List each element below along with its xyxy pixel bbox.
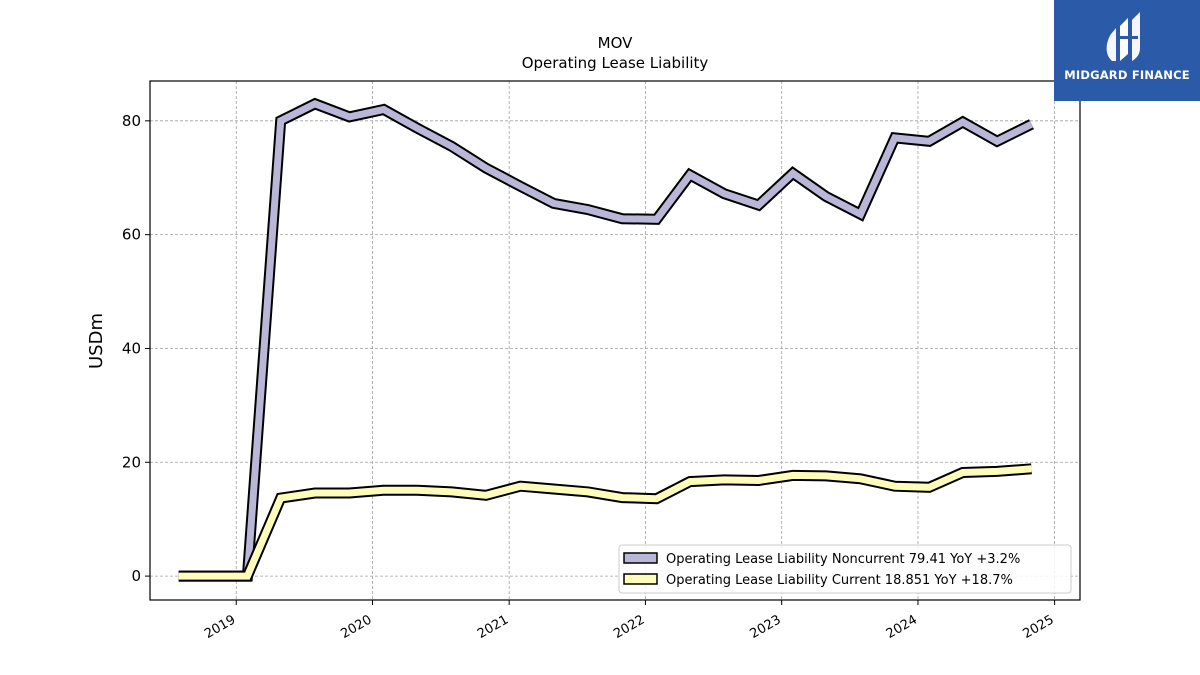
x-tick-label: 2022 [611, 612, 647, 642]
x-tick-label: 2025 [1020, 612, 1056, 642]
x-tick-label: 2020 [338, 612, 374, 642]
y-tick-label: 0 [131, 567, 141, 585]
series-line-outline [178, 97, 1034, 582]
y-axis: 0 20 40 60 80 [122, 112, 150, 585]
series-line [178, 99, 1034, 580]
midgard-logo-icon [1106, 12, 1140, 61]
x-axis: 2019 2020 2021 2022 2023 2024 2025 [202, 600, 1057, 642]
y-tick-label: 40 [122, 339, 141, 357]
legend-swatch [623, 552, 658, 564]
x-tick-label: 2019 [202, 612, 238, 642]
chart-subtitle: Operating Lease Liability [522, 54, 709, 72]
legend-swatch [623, 573, 658, 585]
legend-box [618, 544, 1072, 594]
brand-name: MIDGARD FINANCE [1064, 68, 1190, 82]
y-tick-label: 60 [122, 226, 141, 244]
plot-frame [149, 80, 1081, 601]
legend-label: Operating Lease Liability Noncurrent 79.… [666, 552, 1020, 567]
y-tick-label: 80 [122, 112, 141, 130]
gridlines [150, 81, 1080, 600]
brand-logo: MIDGARD FINANCE [1054, 0, 1200, 101]
y-tick-label: 20 [122, 453, 141, 471]
legend: Operating Lease Liability Noncurrent 79.… [618, 544, 1072, 594]
x-tick-label: 2021 [475, 612, 511, 642]
x-tick-label: 2023 [748, 612, 784, 642]
y-axis-label: USDm [86, 313, 107, 369]
legend-label: Operating Lease Liability Current 18.851… [666, 573, 1013, 588]
x-tick-label: 2024 [884, 612, 920, 642]
series-layer [178, 97, 1034, 582]
series-line [178, 465, 1032, 580]
chart-title: MOV [598, 34, 633, 52]
